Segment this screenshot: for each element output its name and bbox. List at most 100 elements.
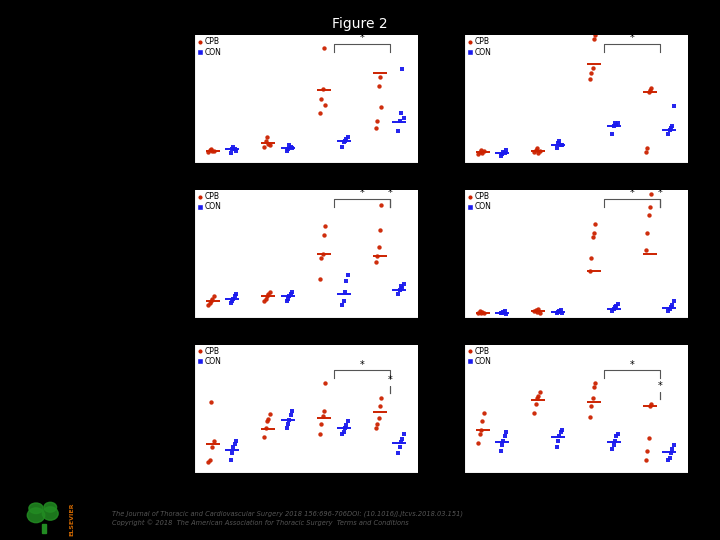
Point (588, 228, 600, 237)
Point (665, 124, 677, 132)
Point (281, 146, 292, 155)
Point (338, 296, 349, 305)
Text: Copyright © 2018  The American Association for Thoracic Surgery  Terms and Condi: Copyright © 2018 The American Associatio… (112, 519, 408, 526)
Point (264, 409, 275, 418)
Point (226, 449, 238, 458)
Point (556, 308, 567, 317)
Point (556, 426, 567, 434)
Legend: CPB, CON: CPB, CON (467, 347, 492, 366)
Point (530, 306, 541, 314)
Point (554, 137, 565, 145)
Point (205, 398, 217, 407)
Point (339, 423, 351, 432)
Point (285, 290, 297, 299)
Point (342, 271, 354, 279)
Point (315, 254, 327, 262)
Point (551, 443, 562, 451)
Point (286, 288, 297, 296)
Point (281, 423, 292, 432)
Text: D: D (420, 328, 430, 341)
Text: A: A (150, 173, 159, 186)
Point (341, 134, 352, 143)
Point (281, 296, 292, 305)
Point (205, 296, 217, 305)
Text: *: * (359, 188, 364, 198)
Legend: CPB, CON: CPB, CON (197, 37, 222, 57)
Point (263, 290, 274, 299)
Point (555, 306, 567, 314)
Point (612, 300, 624, 308)
Point (611, 432, 622, 441)
Point (370, 258, 382, 267)
Point (587, 232, 598, 241)
Point (317, 249, 328, 258)
Text: F: F (420, 483, 428, 496)
Point (230, 436, 242, 445)
Point (664, 126, 675, 134)
Legend: CPB, CON: CPB, CON (467, 192, 492, 211)
Point (394, 443, 405, 451)
Point (645, 84, 657, 92)
Point (534, 147, 545, 156)
Point (264, 141, 275, 150)
Legend: CPB, CON: CPB, CON (197, 192, 222, 211)
Point (590, 31, 601, 39)
Point (609, 118, 621, 127)
Point (588, 35, 600, 43)
Point (337, 430, 348, 438)
Point (229, 440, 240, 449)
Point (205, 145, 217, 154)
Point (475, 308, 487, 317)
Point (204, 455, 215, 464)
Point (609, 436, 621, 445)
Point (555, 140, 567, 149)
Point (534, 387, 545, 396)
Point (373, 413, 384, 422)
Point (609, 303, 621, 312)
Point (642, 144, 653, 153)
Point (552, 138, 564, 147)
Point (317, 85, 328, 94)
Point (318, 231, 330, 239)
Text: *: * (387, 188, 392, 198)
Text: C: C (150, 328, 159, 341)
Point (498, 436, 509, 445)
Point (397, 64, 408, 73)
Point (607, 445, 618, 454)
Point (203, 301, 215, 309)
Point (644, 85, 656, 94)
Y-axis label: TNF-α (ng/L): TNF-α (ng/L) (432, 227, 441, 281)
Point (374, 72, 386, 81)
Point (226, 296, 238, 305)
Point (370, 124, 382, 132)
Point (477, 307, 488, 316)
Point (608, 441, 619, 449)
Point (258, 433, 270, 441)
Point (474, 430, 485, 438)
Point (373, 243, 384, 252)
Point (263, 139, 274, 148)
Point (230, 290, 242, 299)
Point (338, 427, 349, 436)
Point (320, 379, 331, 387)
Point (498, 307, 509, 316)
Point (643, 211, 654, 220)
Point (225, 149, 237, 158)
Point (554, 307, 565, 315)
Point (534, 308, 545, 317)
Point (667, 122, 678, 131)
Point (395, 437, 407, 446)
Ellipse shape (42, 507, 58, 520)
Text: *: * (629, 188, 634, 198)
Point (643, 87, 654, 96)
Point (590, 220, 601, 228)
Point (500, 146, 512, 154)
Point (499, 307, 510, 315)
Point (372, 252, 383, 260)
Text: *: * (359, 33, 364, 43)
Point (499, 432, 510, 441)
Text: *: * (629, 360, 634, 369)
Point (530, 146, 541, 154)
Point (315, 275, 326, 284)
Point (554, 432, 565, 441)
